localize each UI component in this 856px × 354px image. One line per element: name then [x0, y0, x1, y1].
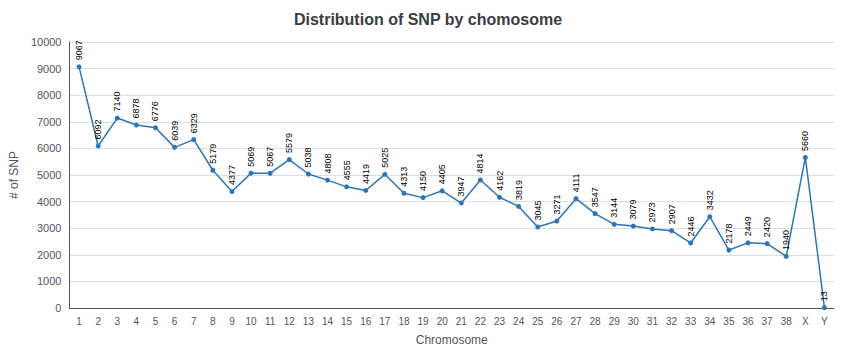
svg-text:4313: 4313 [399, 167, 409, 187]
svg-text:Y: Y [821, 316, 828, 327]
svg-text:30: 30 [628, 316, 640, 327]
svg-text:2973: 2973 [647, 202, 657, 222]
svg-text:4814: 4814 [475, 153, 485, 173]
svg-text:Chromosome: Chromosome [416, 333, 488, 347]
svg-text:4162: 4162 [495, 171, 505, 191]
svg-text:21: 21 [456, 316, 468, 327]
svg-text:5660: 5660 [800, 131, 810, 151]
svg-text:14: 14 [322, 316, 334, 327]
svg-text:5000: 5000 [37, 169, 61, 181]
svg-text:2449: 2449 [743, 216, 753, 236]
svg-text:2178: 2178 [724, 224, 734, 244]
svg-text:3: 3 [114, 316, 120, 327]
svg-text:8000: 8000 [37, 89, 61, 101]
svg-text:2000: 2000 [37, 249, 61, 261]
svg-text:26: 26 [551, 316, 563, 327]
svg-text:6000: 6000 [37, 142, 61, 154]
svg-text:10: 10 [245, 316, 257, 327]
svg-text:2: 2 [95, 316, 101, 327]
svg-text:4000: 4000 [37, 196, 61, 208]
svg-text:2907: 2907 [667, 204, 677, 224]
svg-text:6092: 6092 [93, 119, 103, 139]
svg-text:6329: 6329 [189, 113, 199, 133]
svg-text:3547: 3547 [590, 187, 600, 207]
svg-text:22: 22 [475, 316, 487, 327]
svg-text:27: 27 [570, 316, 582, 327]
svg-text:1: 1 [76, 316, 82, 327]
svg-text:3000: 3000 [37, 222, 61, 234]
svg-text:5179: 5179 [208, 144, 218, 164]
svg-text:6776: 6776 [150, 101, 160, 121]
svg-text:Distribution of SNP by chomoso: Distribution of SNP by chomosome [294, 11, 562, 28]
svg-text:13: 13 [303, 316, 315, 327]
svg-text:20: 20 [437, 316, 449, 327]
svg-text:5025: 5025 [380, 148, 390, 168]
svg-text:6039: 6039 [170, 121, 180, 141]
svg-text:35: 35 [723, 316, 735, 327]
svg-text:3947: 3947 [456, 176, 466, 196]
svg-text:5038: 5038 [303, 147, 313, 167]
svg-text:10000: 10000 [31, 36, 62, 48]
svg-text:4377: 4377 [227, 165, 237, 185]
svg-text:4808: 4808 [323, 154, 333, 174]
svg-text:5067: 5067 [265, 147, 275, 167]
svg-text:3432: 3432 [705, 190, 715, 210]
svg-text:8: 8 [210, 316, 216, 327]
svg-text:5: 5 [153, 316, 159, 327]
svg-text:13: 13 [819, 291, 829, 301]
svg-text:5069: 5069 [246, 147, 256, 167]
svg-text:32: 32 [666, 316, 678, 327]
svg-text:25: 25 [532, 316, 544, 327]
svg-text:19: 19 [418, 316, 430, 327]
svg-text:3271: 3271 [552, 194, 562, 214]
svg-text:17: 17 [379, 316, 391, 327]
svg-text:11: 11 [265, 316, 276, 327]
svg-text:3819: 3819 [514, 180, 524, 200]
svg-text:4555: 4555 [342, 160, 352, 180]
svg-text:7000: 7000 [37, 116, 61, 128]
svg-text:4: 4 [134, 316, 140, 327]
svg-text:2420: 2420 [762, 217, 772, 237]
svg-text:18: 18 [398, 316, 410, 327]
svg-text:7: 7 [191, 316, 197, 327]
svg-text:6: 6 [172, 316, 178, 327]
svg-text:37: 37 [762, 316, 774, 327]
svg-text:X: X [802, 316, 809, 327]
svg-text:33: 33 [685, 316, 697, 327]
svg-text:1940: 1940 [781, 230, 791, 250]
svg-text:0: 0 [55, 302, 61, 314]
svg-text:4150: 4150 [418, 171, 428, 191]
svg-text:6878: 6878 [131, 99, 141, 119]
svg-text:9067: 9067 [74, 40, 84, 60]
svg-text:4111: 4111 [571, 173, 581, 192]
svg-text:9000: 9000 [37, 63, 61, 75]
svg-text:16: 16 [360, 316, 372, 327]
svg-text:23: 23 [494, 316, 506, 327]
svg-text:3045: 3045 [533, 200, 543, 220]
svg-text:36: 36 [742, 316, 754, 327]
svg-text:2446: 2446 [686, 216, 696, 236]
svg-text:29: 29 [609, 316, 621, 327]
svg-text:4405: 4405 [437, 164, 447, 184]
svg-text:12: 12 [284, 316, 296, 327]
svg-text:28: 28 [590, 316, 602, 327]
svg-text:7140: 7140 [112, 92, 122, 112]
svg-text:9: 9 [229, 316, 235, 327]
svg-text:24: 24 [513, 316, 525, 327]
svg-text:3079: 3079 [628, 200, 638, 220]
svg-text:34: 34 [704, 316, 716, 327]
svg-text:3144: 3144 [609, 198, 619, 218]
svg-text:4419: 4419 [361, 164, 371, 184]
svg-text:15: 15 [341, 316, 353, 327]
svg-text:# of SNP: # of SNP [7, 151, 21, 199]
svg-text:38: 38 [781, 316, 793, 327]
svg-text:1000: 1000 [37, 275, 61, 287]
svg-text:31: 31 [647, 316, 659, 327]
svg-text:5579: 5579 [284, 133, 294, 153]
